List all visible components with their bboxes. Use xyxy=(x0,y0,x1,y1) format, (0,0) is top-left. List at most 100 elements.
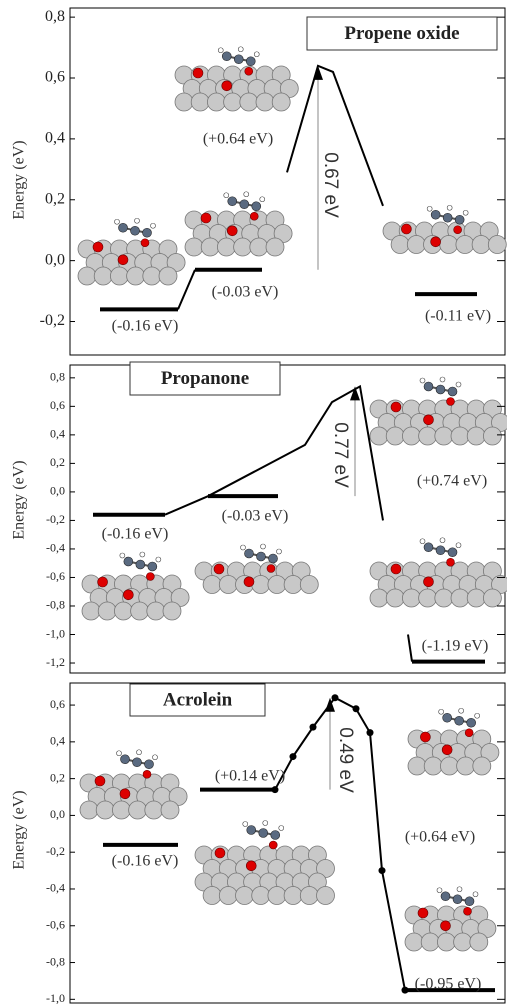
hydrogen-atom xyxy=(150,222,156,229)
y-tick-label: 0,8 xyxy=(50,370,65,384)
oxygen-atom xyxy=(214,847,226,859)
oxygen-atom xyxy=(390,401,402,413)
hydrogen-atom xyxy=(136,749,142,756)
carbon-atom xyxy=(251,201,262,212)
atom xyxy=(128,800,148,820)
atom xyxy=(162,601,182,621)
hydrogen-atom xyxy=(114,218,120,225)
carbon-atom xyxy=(423,542,434,553)
surface-illustration xyxy=(404,886,497,952)
y-tick-label: 0,6 xyxy=(45,69,65,86)
oxygen-atom xyxy=(430,236,441,248)
hydrogen-atom xyxy=(439,376,446,383)
hydrogen-atom xyxy=(455,381,462,388)
atom xyxy=(160,800,180,820)
y-tick-label: -0,2 xyxy=(46,512,65,526)
y-tick-label: 0,8 xyxy=(45,8,65,25)
carbon-atom xyxy=(144,759,154,770)
oxygen-atom xyxy=(268,840,278,850)
chart-title: Propene oxide xyxy=(344,23,459,44)
atom xyxy=(283,886,303,905)
oxygen-atom xyxy=(226,225,238,237)
atom xyxy=(420,932,440,952)
level-label: (-1.19 eV) xyxy=(422,638,489,655)
atom xyxy=(450,426,470,446)
hydrogen-atom xyxy=(426,205,433,212)
atom xyxy=(385,426,405,446)
oxygen-atom xyxy=(221,80,233,92)
oxygen-atom xyxy=(446,397,455,406)
atom xyxy=(390,235,410,254)
atom xyxy=(299,575,319,594)
surface-illustration xyxy=(184,191,293,257)
carbon-atom xyxy=(464,896,475,907)
oxygen-atom xyxy=(146,572,155,581)
atom xyxy=(439,235,459,254)
level-label: (+0.14 eV) xyxy=(215,768,285,785)
y-tick-label: -0,6 xyxy=(46,918,65,932)
carbon-atom xyxy=(435,384,446,395)
carbon-atom xyxy=(423,381,434,392)
hydrogen-atom xyxy=(139,551,146,558)
energy-path xyxy=(274,696,406,991)
oxygen-atom xyxy=(94,775,106,787)
y-tick-label: 0,6 xyxy=(50,398,65,412)
carbon-atom xyxy=(123,556,134,567)
hydrogen-atom xyxy=(276,548,282,555)
atom xyxy=(97,601,117,621)
carbon-atom xyxy=(245,56,256,67)
atom xyxy=(202,886,222,905)
carbon-atom xyxy=(435,545,446,556)
surface-illustration xyxy=(369,537,507,608)
y-tick-label: 0,2 xyxy=(45,190,65,207)
atom xyxy=(406,235,426,254)
carbon-atom xyxy=(239,199,250,210)
atom xyxy=(404,932,424,952)
atom xyxy=(439,756,459,776)
atom xyxy=(434,588,454,608)
oxygen-atom xyxy=(423,414,434,426)
surface-illustration xyxy=(79,749,188,820)
hydrogen-atom xyxy=(436,887,443,894)
hydrogen-atom xyxy=(472,891,479,898)
atom xyxy=(401,426,421,446)
atom xyxy=(271,92,291,112)
path-point xyxy=(309,723,317,731)
carbon-atom xyxy=(246,825,257,835)
path-point xyxy=(289,753,297,761)
oxygen-atom xyxy=(453,225,462,235)
surface-illustration xyxy=(81,551,190,621)
atom xyxy=(184,237,204,257)
hydrogen-atom xyxy=(439,537,446,544)
carbon-atom xyxy=(270,830,281,840)
atom xyxy=(466,588,486,608)
atom xyxy=(235,886,254,905)
y-tick-label: -0,6 xyxy=(46,569,65,583)
y-axis-label: Energy (eV) xyxy=(11,790,28,869)
hydrogen-atom xyxy=(438,708,444,715)
oxygen-atom xyxy=(140,238,150,248)
carbon-atom xyxy=(447,547,458,558)
oxygen-atom xyxy=(142,769,152,779)
atom xyxy=(81,601,101,621)
atom xyxy=(218,886,238,905)
atom xyxy=(249,237,269,257)
atom xyxy=(471,235,491,254)
energy-path xyxy=(177,64,384,310)
carbon-atom xyxy=(430,209,441,220)
hydrogen-atom xyxy=(240,544,246,551)
arrow-head xyxy=(350,386,360,401)
atom xyxy=(77,266,97,286)
oxygen-atom xyxy=(446,557,455,567)
y-tick-label: 0,4 xyxy=(45,130,65,147)
surface-illustration xyxy=(194,543,319,594)
level-label: (-0.03 eV) xyxy=(212,284,279,301)
hydrogen-atom xyxy=(242,821,249,827)
hydrogen-atom xyxy=(474,712,480,719)
atom xyxy=(482,426,502,446)
atom xyxy=(469,932,489,952)
y-tick-label: -0,8 xyxy=(46,598,65,612)
barrier-label: 0.67 eV xyxy=(320,152,341,218)
